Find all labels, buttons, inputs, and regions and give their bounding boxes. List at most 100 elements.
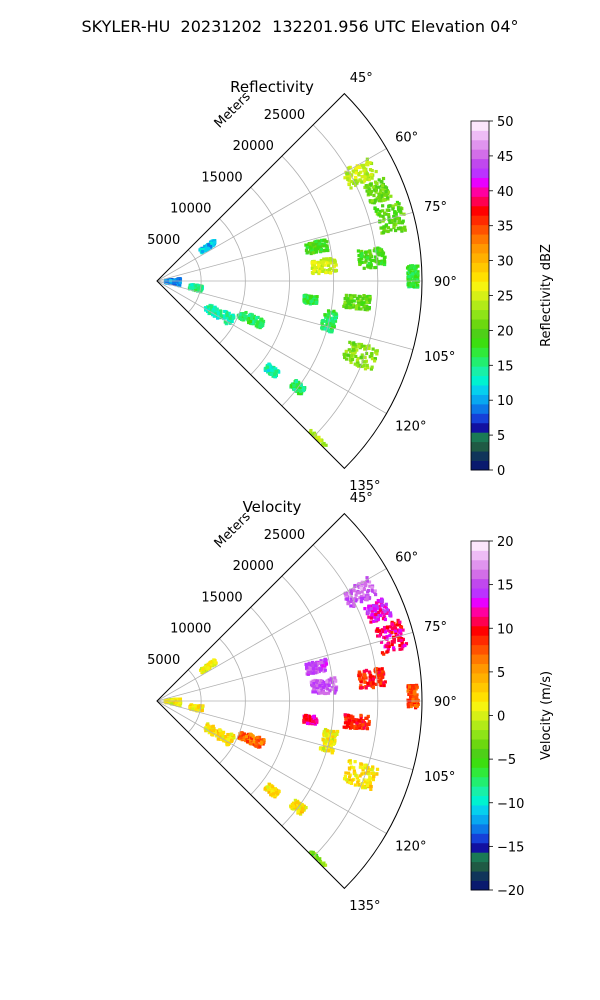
- echo-cell: [309, 450, 314, 454]
- colorbar-segment: [471, 451, 489, 461]
- echo-cell: [316, 444, 320, 449]
- echo-cell: [349, 592, 353, 596]
- echo-cell: [403, 228, 407, 232]
- echo-cell: [345, 778, 349, 782]
- echo-cell: [324, 733, 328, 738]
- echo-cell: [363, 680, 367, 684]
- echo-cell: [332, 733, 336, 737]
- echo-cell: [345, 174, 349, 178]
- colorbar-segment: [471, 262, 489, 273]
- echo-cell: [249, 742, 253, 746]
- echo-cell: [321, 690, 325, 694]
- echo-cell: [250, 313, 254, 317]
- echo-cell: [308, 295, 313, 300]
- echo-cell: [301, 861, 305, 865]
- echo-cell: [303, 720, 307, 724]
- echo-cell: [386, 213, 391, 217]
- echo-cell: [259, 742, 263, 746]
- echo-cell: [357, 307, 361, 311]
- echo-cell: [357, 673, 361, 678]
- echo-cell: [323, 319, 327, 323]
- echo-cell: [393, 218, 397, 222]
- echo-cell: [262, 738, 266, 743]
- echo-cell: [370, 614, 374, 618]
- echo-cell: [392, 648, 396, 652]
- echo-cell: [411, 274, 415, 278]
- echo-cell: [256, 315, 260, 320]
- echo-cell: [251, 320, 255, 324]
- echo-cell: [410, 700, 414, 705]
- echo-cell: [311, 448, 315, 453]
- echo-cell: [293, 804, 298, 808]
- echo-cell: [369, 192, 373, 196]
- colorbar-segment: [471, 823, 489, 834]
- echo-cell: [311, 263, 315, 267]
- echo-cell: [411, 684, 415, 688]
- echo-cell: [369, 620, 373, 624]
- echo-cell: [324, 739, 328, 743]
- echo-cell: [374, 209, 378, 213]
- echo-cell: [323, 658, 327, 662]
- colorbar-label: Reflectivity dBZ: [539, 244, 554, 347]
- echo-cell: [381, 187, 385, 191]
- echo-cell: [352, 351, 356, 355]
- echo-cell: [381, 251, 386, 255]
- echo-cell: [366, 189, 370, 193]
- echo-cell: [309, 428, 313, 433]
- echo-cell: [366, 611, 370, 615]
- echo-cell: [378, 609, 383, 613]
- echo-cell: [385, 644, 389, 649]
- echo-cell: [305, 861, 309, 865]
- echo-cell: [394, 203, 398, 207]
- echo-cell: [204, 727, 209, 731]
- azimuth-gridline: [156, 700, 414, 770]
- echo-cell: [394, 222, 398, 226]
- echo-cell: [380, 611, 384, 615]
- colorbar-segment: [471, 597, 489, 608]
- colorbar-segment: [471, 776, 489, 787]
- echo-cell: [346, 171, 350, 176]
- echo-cell: [317, 264, 321, 268]
- echo-cell: [325, 680, 329, 684]
- echo-cell: [362, 266, 366, 270]
- colorbar-tick-label: −10: [497, 797, 524, 812]
- echo-cell: [317, 661, 321, 666]
- echo-cell: [367, 608, 371, 612]
- echo-cell: [199, 247, 203, 252]
- echo-cell: [178, 277, 183, 281]
- echo-cell: [314, 873, 319, 877]
- echo-cell: [244, 738, 248, 743]
- echo-cell: [216, 733, 220, 737]
- echo-cell: [413, 272, 418, 276]
- echo-cell: [227, 311, 231, 315]
- echo-cell: [331, 317, 335, 321]
- colorbar-segment: [471, 550, 489, 561]
- echo-cell: [333, 315, 337, 319]
- echo-cell: [323, 745, 327, 749]
- echo-cell: [315, 295, 319, 299]
- echo-cell: [345, 597, 350, 601]
- echo-cell: [375, 182, 379, 186]
- echo-cell: [411, 272, 415, 276]
- echo-cell: [355, 776, 360, 780]
- echo-cell: [178, 282, 182, 286]
- colorbar-tick-label: 20: [497, 324, 514, 339]
- echo-cell: [327, 678, 331, 682]
- echo-cell: [314, 660, 319, 665]
- echo-cell: [312, 443, 317, 447]
- echo-cell: [310, 684, 314, 688]
- echo-cell: [203, 306, 208, 310]
- echo-cell: [392, 637, 397, 642]
- echo-cell: [365, 576, 369, 580]
- echo-cell: [352, 299, 356, 303]
- echo-cell: [311, 869, 315, 873]
- echo-cell: [296, 389, 300, 393]
- echo-cell: [315, 863, 319, 867]
- echo-cell: [332, 264, 336, 268]
- echo-cell: [386, 647, 390, 651]
- echo-cell: [260, 322, 264, 326]
- echo-cell: [390, 640, 394, 644]
- echo-cell: [322, 263, 326, 267]
- colorbar-segment: [471, 842, 489, 853]
- echo-cell: [380, 628, 384, 632]
